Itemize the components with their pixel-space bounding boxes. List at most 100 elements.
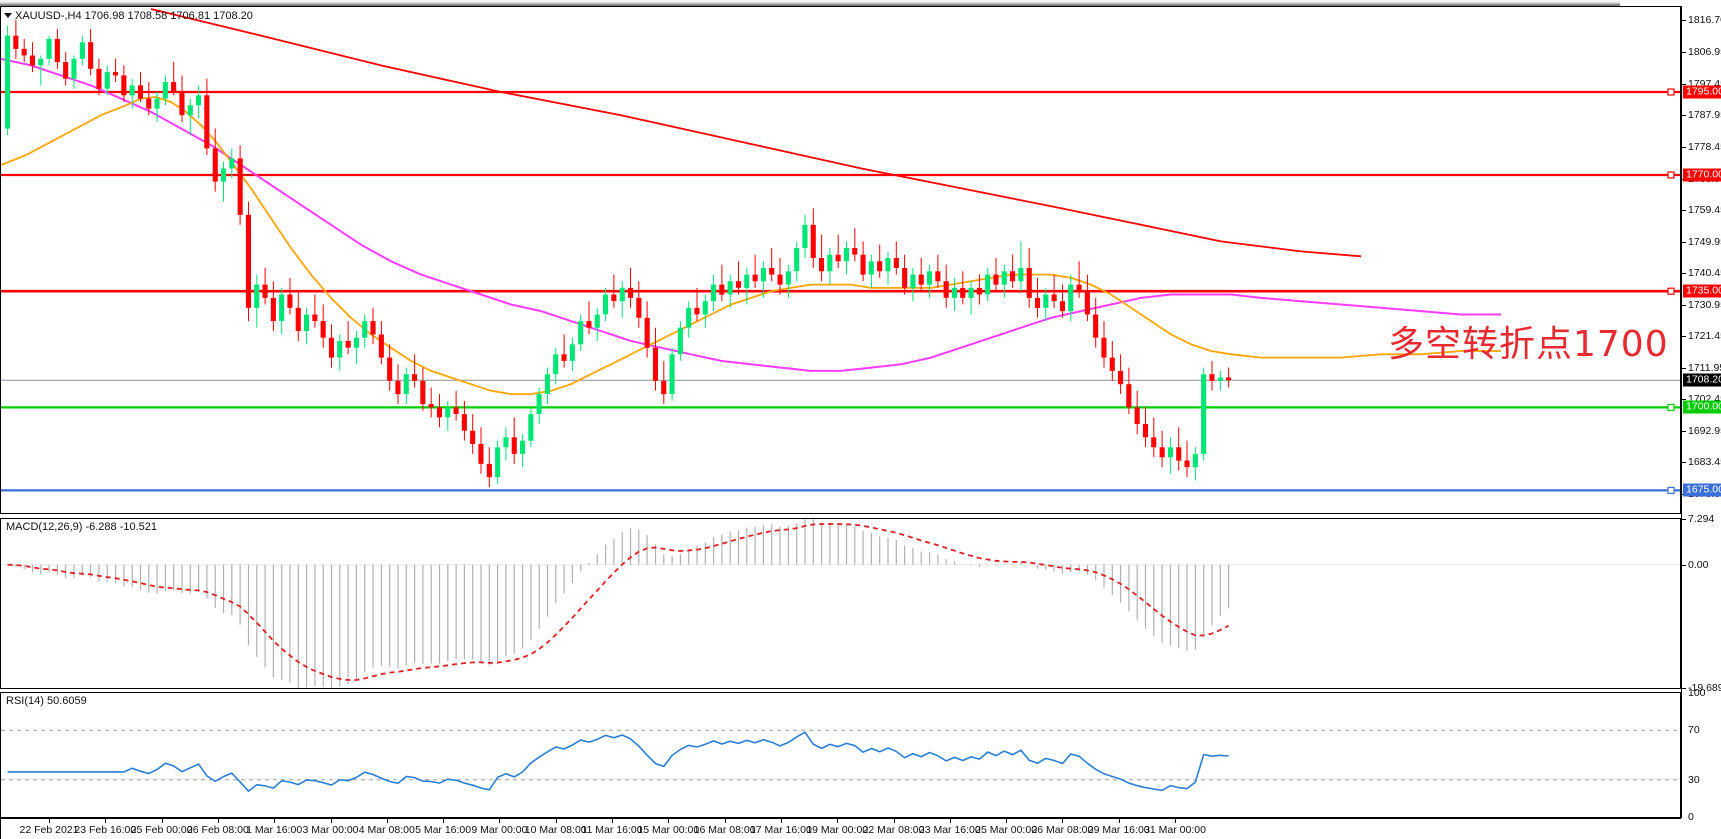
price-axis-label: 1740.45 xyxy=(1688,267,1721,280)
price-tick xyxy=(1682,399,1686,401)
price-tick xyxy=(1682,115,1686,117)
time-axis-label: 23 Mar 16:00 xyxy=(918,824,981,836)
time-axis-label: 17 Mar 16:00 xyxy=(749,824,812,836)
time-axis-label: 10 Mar 08:00 xyxy=(524,824,587,836)
price-axis-label: 1730.95 xyxy=(1688,298,1721,311)
window-title-bar xyxy=(0,0,1721,6)
collapse-arrow-icon[interactable] xyxy=(4,13,12,18)
macd-indicator-panel[interactable]: MACD(12,26,9) -6.288 -10.521 xyxy=(0,518,1681,689)
macd-tick xyxy=(1682,564,1686,566)
macd-chart-canvas[interactable] xyxy=(1,519,1680,688)
rsi-label: RSI(14) 50.6059 xyxy=(6,695,87,707)
time-axis-label: 31 Mar 00:00 xyxy=(1144,824,1206,836)
time-axis-label: 25 Mar 00:00 xyxy=(975,824,1038,836)
time-tick xyxy=(49,819,50,823)
time-tick xyxy=(1118,819,1120,823)
price-tick xyxy=(1682,273,1686,275)
time-axis-label: 4 Mar 08:00 xyxy=(358,824,415,836)
price-level-badge[interactable]: 1708.20 xyxy=(1683,373,1721,387)
time-tick xyxy=(1006,819,1008,823)
price-axis-label: 1692.95 xyxy=(1688,424,1721,437)
price-tick xyxy=(1682,52,1686,54)
rsi-axis-label: 70 xyxy=(1688,724,1700,737)
time-tick xyxy=(1175,819,1176,823)
price-axis-label: 1816.70 xyxy=(1688,13,1721,26)
price-axis-label: 1711.95 xyxy=(1688,361,1721,374)
time-tick xyxy=(837,819,839,823)
time-tick xyxy=(780,819,782,823)
time-axis-label: 16 Mar 08:00 xyxy=(693,824,756,836)
time-tick xyxy=(555,819,557,823)
time-axis-label: 26 Mar 08:00 xyxy=(1031,824,1094,836)
time-tick xyxy=(105,819,107,823)
time-axis-label: 5 Mar 16:00 xyxy=(415,824,472,836)
time-axis[interactable]: 22 Feb 2021 23 Feb 16:00 25 Feb 00:00 26 Fe… xyxy=(0,818,1681,839)
time-tick xyxy=(217,819,219,823)
time-axis-label: 19 Mar 00:00 xyxy=(806,824,869,836)
price-level-badge[interactable]: 1795.00 xyxy=(1683,85,1721,99)
price-tick xyxy=(1682,367,1686,369)
macd-label: MACD(12,26,9) -6.288 -10.521 xyxy=(6,521,158,533)
time-tick xyxy=(330,819,332,823)
price-level-badge[interactable]: 1675.00 xyxy=(1683,483,1721,497)
price-tick xyxy=(1682,83,1686,85)
price-level-badge[interactable]: 1700.00 xyxy=(1683,400,1721,414)
price-axis-label: 1806.95 xyxy=(1688,46,1721,59)
rsi-chart-canvas[interactable] xyxy=(1,693,1680,817)
time-tick xyxy=(499,819,501,823)
price-axis-label: 1759.45 xyxy=(1688,204,1721,216)
title-bar-right-cap xyxy=(1620,0,1721,6)
price-axis-label: 1778.45 xyxy=(1688,140,1721,153)
time-tick xyxy=(668,819,670,823)
time-axis-label: 23 Feb 16:00 xyxy=(74,824,137,836)
time-axis-label: 25 Feb 00:00 xyxy=(130,824,193,836)
symbol-ohlc-label: XAUUSD-,H4 1706.98 1708.58 1706.81 1708.… xyxy=(15,10,253,22)
price-chart-panel[interactable]: XAUUSD-,H4 1706.98 1708.58 1706.81 1708.… xyxy=(0,6,1681,514)
rsi-axis-label: 0 xyxy=(1688,811,1694,823)
price-axis-label: 1721.45 xyxy=(1688,330,1721,343)
time-axis-label: 1 Mar 16:00 xyxy=(246,824,303,836)
chart-annotation-text: 多空转折点1700 xyxy=(1388,324,1669,365)
price-chart-canvas[interactable] xyxy=(1,7,1680,513)
price-axis-label: 1683.45 xyxy=(1688,456,1721,469)
price-tick xyxy=(1682,210,1686,211)
time-tick xyxy=(724,819,726,823)
price-tick xyxy=(1682,241,1686,243)
time-tick xyxy=(949,819,951,823)
macd-tick xyxy=(1682,519,1686,520)
time-axis-label: 15 Mar 00:00 xyxy=(637,824,700,836)
macd-axis-label: 7.294 xyxy=(1688,513,1715,525)
price-axis-label: 1749.95 xyxy=(1688,235,1721,248)
time-axis-label: 11 Mar 16:00 xyxy=(581,824,643,836)
rsi-indicator-panel[interactable]: RSI(14) 50.6059 xyxy=(0,692,1681,818)
macd-tick xyxy=(1682,688,1686,689)
price-axis[interactable]: 1816.701806.951797.451787.951778.451768.… xyxy=(1681,6,1721,823)
price-tick xyxy=(1682,146,1686,148)
price-level-badge[interactable]: 1770.00 xyxy=(1683,168,1721,182)
time-tick xyxy=(612,819,613,823)
rsi-axis-label: 100 xyxy=(1688,687,1706,699)
time-tick xyxy=(443,819,445,823)
price-tick xyxy=(1682,336,1686,338)
time-axis-label: 26 Feb 08:00 xyxy=(186,824,249,836)
time-tick xyxy=(893,819,895,823)
macd-axis-label: 0.00 xyxy=(1688,558,1709,571)
time-axis-label: 3 Mar 00:00 xyxy=(302,824,359,836)
time-tick xyxy=(386,819,388,823)
time-tick xyxy=(274,819,276,823)
macd-axis-label: -19.689 xyxy=(1688,682,1721,694)
price-tick xyxy=(1682,304,1686,306)
time-axis-label: 22 Mar 08:00 xyxy=(862,824,925,836)
time-axis-label: 29 Mar 16:00 xyxy=(1087,824,1150,836)
rsi-axis-label: 30 xyxy=(1688,773,1700,786)
time-tick xyxy=(1062,819,1064,823)
time-tick xyxy=(161,819,163,823)
price-axis-label: 1787.95 xyxy=(1688,109,1721,122)
price-tick xyxy=(1682,430,1686,432)
time-axis-label: 9 Mar 00:00 xyxy=(471,824,528,836)
price-tick xyxy=(1682,462,1686,464)
price-tick xyxy=(1682,19,1686,21)
price-level-badge[interactable]: 1735.00 xyxy=(1683,284,1721,298)
time-axis-label: 22 Feb 2021 xyxy=(19,824,79,836)
